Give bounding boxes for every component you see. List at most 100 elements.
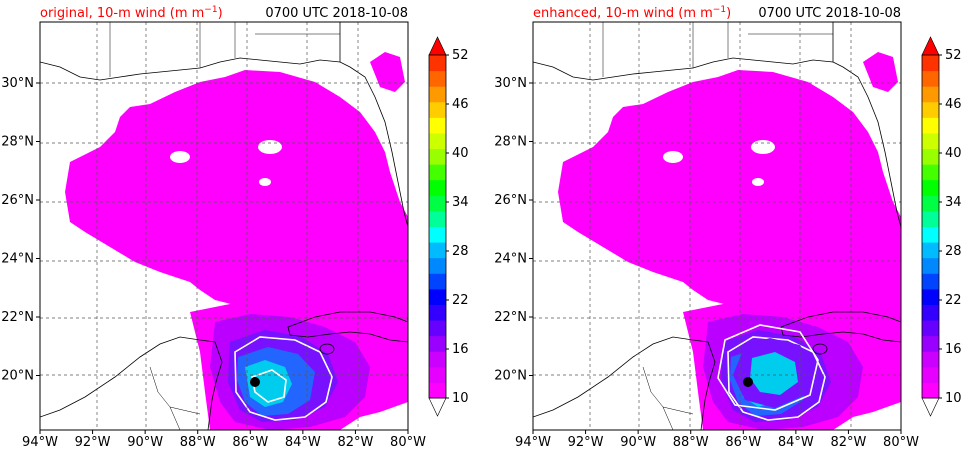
x-tick-label: 88°W xyxy=(673,435,709,450)
colorbar-tick-label: 22 xyxy=(452,293,469,308)
x-tick-label: 84°W xyxy=(285,435,321,450)
colorbar-segment xyxy=(922,288,939,305)
colorbar-segment xyxy=(429,195,446,212)
x-tick-label: 80°W xyxy=(390,435,426,450)
map-panel-enhanced: enhanced, 10-m wind (m m−1) 0700 UTC 201… xyxy=(494,5,961,450)
colorbar-tick-label: 28 xyxy=(452,244,469,259)
x-tick-label: 90°W xyxy=(127,435,163,450)
colorbar-segment xyxy=(922,226,939,243)
colorbar-tick-label: 16 xyxy=(945,342,962,357)
y-tick-label: 24°N xyxy=(494,252,527,267)
colorbar-segment xyxy=(429,86,446,103)
y-tick-label: 24°N xyxy=(1,252,34,267)
colorbar-segment xyxy=(922,242,939,259)
y-tick-label: 30°N xyxy=(494,76,527,91)
colorbar-segment xyxy=(429,288,446,305)
colorbar-segment xyxy=(922,164,939,181)
x-tick-label: 86°W xyxy=(232,435,268,450)
x-tick-label: 94°W xyxy=(22,435,58,450)
colorbar-segment xyxy=(429,320,446,337)
colorbar-segment xyxy=(922,366,939,383)
colorbar-tick-label: 22 xyxy=(945,293,962,308)
colorbar-segment xyxy=(429,304,446,321)
colorbar-tick-label: 52 xyxy=(452,48,469,63)
panel-timestamp: 0700 UTC 2018-10-08 xyxy=(758,6,901,21)
colorbar-segment xyxy=(429,55,446,72)
x-tick-label: 84°W xyxy=(778,435,814,450)
colorbar-segment xyxy=(429,164,446,181)
colorbar-under-arrow xyxy=(921,397,940,417)
colorbar-segment xyxy=(922,148,939,165)
colorbar-segment xyxy=(429,242,446,259)
y-tick-label: 30°N xyxy=(1,76,34,91)
colorbar-segment xyxy=(922,382,939,399)
x-tick-label: 92°W xyxy=(568,435,604,450)
colorbar-segment xyxy=(429,382,446,399)
colorbar-under-arrow xyxy=(428,397,447,417)
colorbar-segment xyxy=(429,351,446,368)
y-tick-label: 28°N xyxy=(1,135,34,150)
y-tick-label: 26°N xyxy=(1,193,34,208)
panel-title-left: enhanced, 10-m wind (m m−1) xyxy=(533,5,731,21)
panel-timestamp: 0700 UTC 2018-10-08 xyxy=(265,6,408,21)
colorbar-segment xyxy=(922,195,939,212)
colorbar-segment xyxy=(922,257,939,274)
map-area xyxy=(40,22,408,430)
colorbar-segment xyxy=(922,210,939,227)
colorbar-segment xyxy=(922,86,939,103)
colorbar-segment xyxy=(922,132,939,150)
y-tick-label: 26°N xyxy=(494,193,527,208)
colorbar: 10 16 22 28 34 40 46 52 xyxy=(428,36,469,417)
colorbar-segment xyxy=(429,226,446,243)
colorbar-segment xyxy=(922,101,939,118)
colorbar-tick-label: 34 xyxy=(452,195,469,210)
colorbar-segment xyxy=(922,117,939,134)
y-axis-ticks: 30°N 28°N 26°N 24°N 22°N 20°N xyxy=(1,76,40,384)
x-tick-label: 90°W xyxy=(620,435,656,450)
colorbar-tick-label: 10 xyxy=(452,391,469,406)
x-axis-ticks: 94°W 92°W 90°W 88°W 86°W 84°W 82°W 80°W xyxy=(22,430,426,450)
y-tick-label: 28°N xyxy=(494,135,527,150)
colorbar-tick-label: 10 xyxy=(945,391,962,406)
colorbar-segment xyxy=(429,148,446,165)
colorbar-segment xyxy=(922,70,939,87)
colorbar-segment xyxy=(429,273,446,290)
colorbar-tick-label: 52 xyxy=(945,48,962,63)
colorbar-segment xyxy=(922,335,939,352)
colorbar-segment xyxy=(922,179,939,196)
colorbar-segment xyxy=(429,257,446,274)
colorbar-tick-label: 16 xyxy=(452,342,469,357)
colorbar: 10 16 22 28 34 40 46 52 xyxy=(921,36,962,417)
colorbar-over-arrow xyxy=(921,36,940,56)
colorbar-tick-label: 34 xyxy=(945,195,962,210)
map-area xyxy=(533,22,901,430)
colorbar-tick-label: 46 xyxy=(945,97,962,112)
y-tick-label: 20°N xyxy=(1,369,34,384)
y-tick-label: 22°N xyxy=(1,310,34,325)
colorbar-tick-label: 40 xyxy=(452,146,469,161)
colorbar-segment xyxy=(429,210,446,227)
x-tick-label: 86°W xyxy=(725,435,761,450)
colorbar-segment xyxy=(922,273,939,290)
colorbar-segment xyxy=(922,320,939,337)
colorbar-segment xyxy=(922,351,939,368)
colorbar-segment xyxy=(429,70,446,87)
colorbar-tick-label: 46 xyxy=(452,97,469,112)
y-axis-ticks: 30°N 28°N 26°N 24°N 22°N 20°N xyxy=(494,76,533,384)
x-axis-ticks: 94°W 92°W 90°W 88°W 86°W 84°W 82°W 80°W xyxy=(515,430,919,450)
colorbar-segment xyxy=(429,335,446,352)
colorbar-segment xyxy=(429,117,446,134)
colorbar-over-arrow xyxy=(428,36,447,56)
panel-title-left: original, 10-m wind (m m−1) xyxy=(40,5,223,21)
colorbar-segment xyxy=(429,101,446,118)
colorbar-segment xyxy=(429,366,446,383)
colorbar-tick-label: 40 xyxy=(945,146,962,161)
x-tick-label: 92°W xyxy=(75,435,111,450)
x-tick-label: 80°W xyxy=(883,435,919,450)
x-tick-label: 94°W xyxy=(515,435,551,450)
colorbar-segment xyxy=(922,55,939,72)
colorbar-segment xyxy=(429,132,446,150)
colorbar-tick-label: 28 xyxy=(945,244,962,259)
map-panel-original: original, 10-m wind (m m−1) 0700 UTC 201… xyxy=(1,5,468,450)
